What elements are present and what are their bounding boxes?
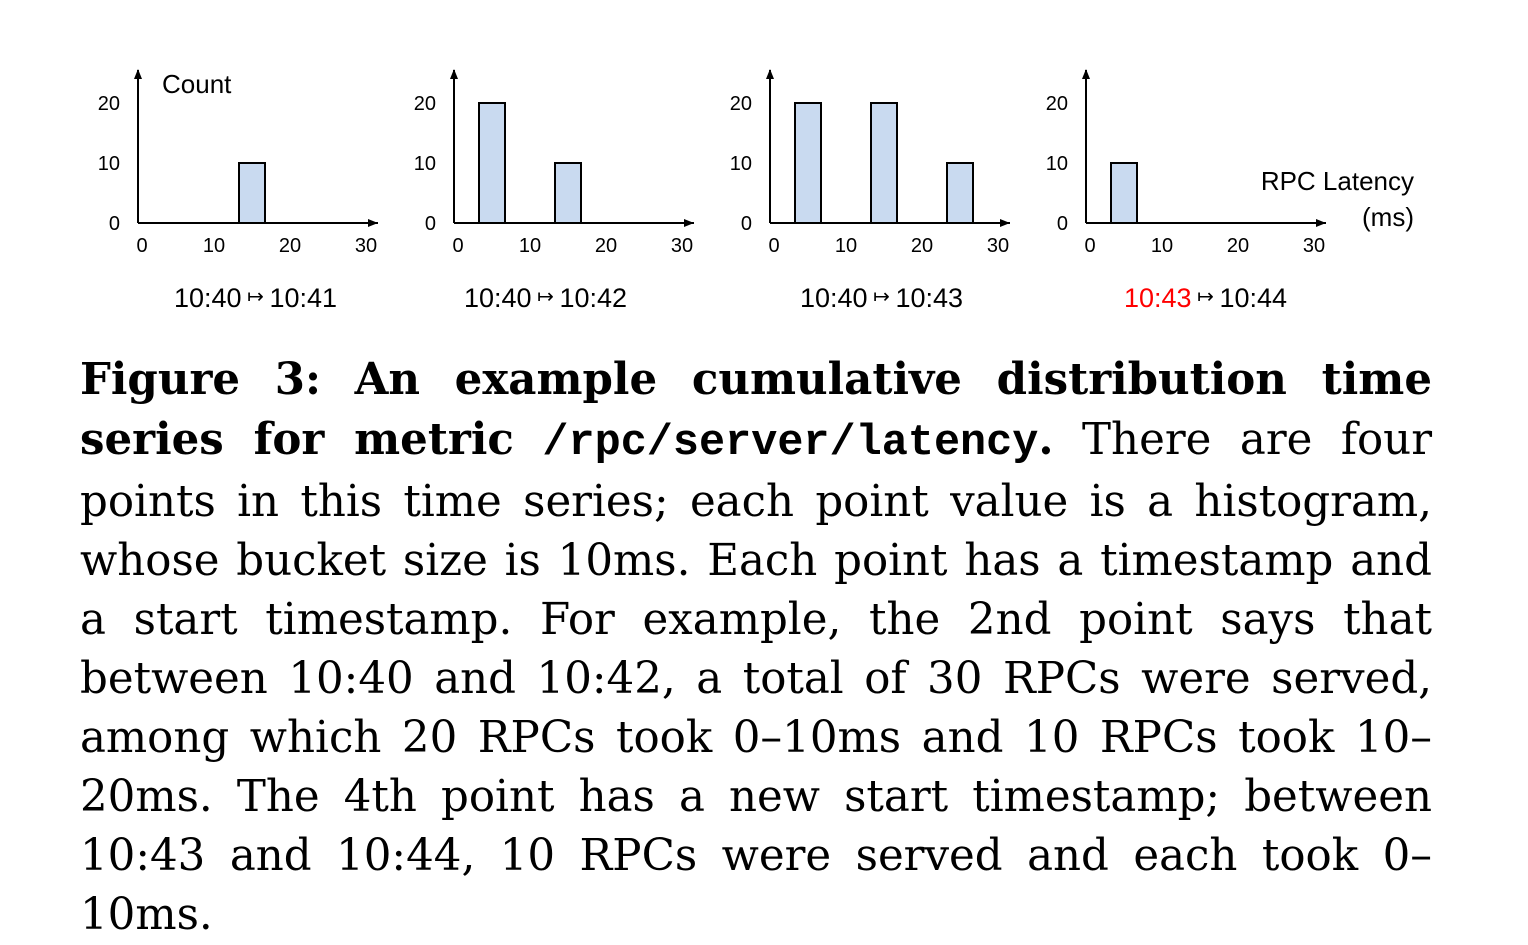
y-axis-arrowhead <box>450 69 458 79</box>
y-tick-label: 20 <box>730 93 752 115</box>
y-tick-label: 0 <box>425 213 436 235</box>
x-tick-label: 10 <box>203 235 225 257</box>
figure-caption: Figure 3: An example cumulative distribu… <box>80 350 1432 945</box>
x-tick-label: 0 <box>1084 235 1095 257</box>
y-tick-label: 20 <box>1046 93 1068 115</box>
y-tick-label: 10 <box>414 153 436 175</box>
maps-to-arrow: ↦ <box>1192 286 1220 308</box>
x-tick-label: 30 <box>1303 235 1325 257</box>
x-tick-label: 30 <box>671 235 693 257</box>
x-axis-arrowhead <box>368 219 378 227</box>
histogram-panel-2: 0 10 20 0 10 20 30 10:40 ↦ 10:42 <box>414 69 694 313</box>
bar-5 <box>478 102 506 224</box>
bar-15 <box>870 102 898 224</box>
x-axis-arrowhead <box>1000 219 1010 227</box>
start-timestamp: 10:40 <box>800 283 868 313</box>
x-axis-arrowhead <box>684 219 694 227</box>
bar-5 <box>1110 162 1138 224</box>
time-range-label: 10:43 ↦ 10:44 <box>1124 283 1287 313</box>
x-tick-label: 20 <box>595 235 617 257</box>
y-axis-arrowhead <box>1082 69 1090 79</box>
time-range-label: 10:40 ↦ 10:42 <box>464 283 627 313</box>
histogram-panel-3: 0 10 20 0 10 20 30 10:40 ↦ 10:43 <box>730 69 1010 313</box>
end-timestamp: 10:44 <box>1219 283 1287 313</box>
y-tick-label: 0 <box>741 213 752 235</box>
start-timestamp: 10:40 <box>464 283 532 313</box>
end-timestamp: 10:43 <box>895 283 963 313</box>
time-range-label: 10:40 ↦ 10:41 <box>174 283 337 313</box>
maps-to-arrow: ↦ <box>242 286 270 308</box>
y-tick-label: 10 <box>98 153 120 175</box>
y-axis-arrowhead <box>134 69 142 79</box>
end-timestamp: 10:41 <box>269 283 337 313</box>
x-tick-label: 30 <box>355 235 377 257</box>
y-tick-label: 0 <box>1057 213 1068 235</box>
figure-label: Figure 3: <box>80 354 322 405</box>
x-tick-label: 0 <box>768 235 779 257</box>
end-timestamp: 10:42 <box>559 283 627 313</box>
caption-title-end: . <box>1038 414 1054 465</box>
x-axis-label: RPC Latency <box>1261 166 1414 196</box>
figure-3-charts: 0 10 20 0 10 20 30 Count 10:40 ↦ 10:41 0 10 20 0 10 20… <box>98 69 1414 313</box>
x-tick-label: 0 <box>136 235 147 257</box>
bar-15 <box>238 162 266 224</box>
maps-to-arrow: ↦ <box>868 286 896 308</box>
x-tick-label: 30 <box>987 235 1009 257</box>
bar-5 <box>794 102 822 224</box>
y-axis-arrowhead <box>766 69 774 79</box>
histogram-panel-1: 0 10 20 0 10 20 30 Count 10:40 ↦ 10:41 <box>98 69 378 313</box>
y-tick-label: 10 <box>1046 153 1068 175</box>
y-tick-label: 20 <box>98 93 120 115</box>
y-tick-label: 20 <box>414 93 436 115</box>
time-range-label: 10:40 ↦ 10:43 <box>800 283 963 313</box>
x-axis-arrowhead <box>1316 219 1326 227</box>
bar-25 <box>946 162 974 224</box>
y-axis-label: Count <box>162 69 232 99</box>
bar-15 <box>554 162 582 224</box>
x-tick-label: 20 <box>1227 235 1249 257</box>
start-timestamp: 10:40 <box>174 283 242 313</box>
histogram-panel-4: 0 10 20 0 10 20 30 RPC Latency (ms) 10:43 ↦ 10:44 <box>1046 69 1414 313</box>
x-tick-label: 0 <box>452 235 463 257</box>
metric-name: /rpc/server/latency <box>542 419 1039 468</box>
x-axis-unit: (ms) <box>1362 202 1414 232</box>
y-tick-label: 0 <box>109 213 120 235</box>
caption-title: An example cumulative distribution time … <box>80 354 1433 465</box>
x-tick-label: 10 <box>519 235 541 257</box>
x-tick-label: 20 <box>911 235 933 257</box>
x-tick-label: 10 <box>835 235 857 257</box>
caption-body: There are four points in this time serie… <box>80 415 1432 940</box>
start-timestamp: 10:43 <box>1124 283 1192 313</box>
maps-to-arrow: ↦ <box>532 286 560 308</box>
x-tick-label: 20 <box>279 235 301 257</box>
x-tick-label: 10 <box>1151 235 1173 257</box>
y-tick-label: 10 <box>730 153 752 175</box>
